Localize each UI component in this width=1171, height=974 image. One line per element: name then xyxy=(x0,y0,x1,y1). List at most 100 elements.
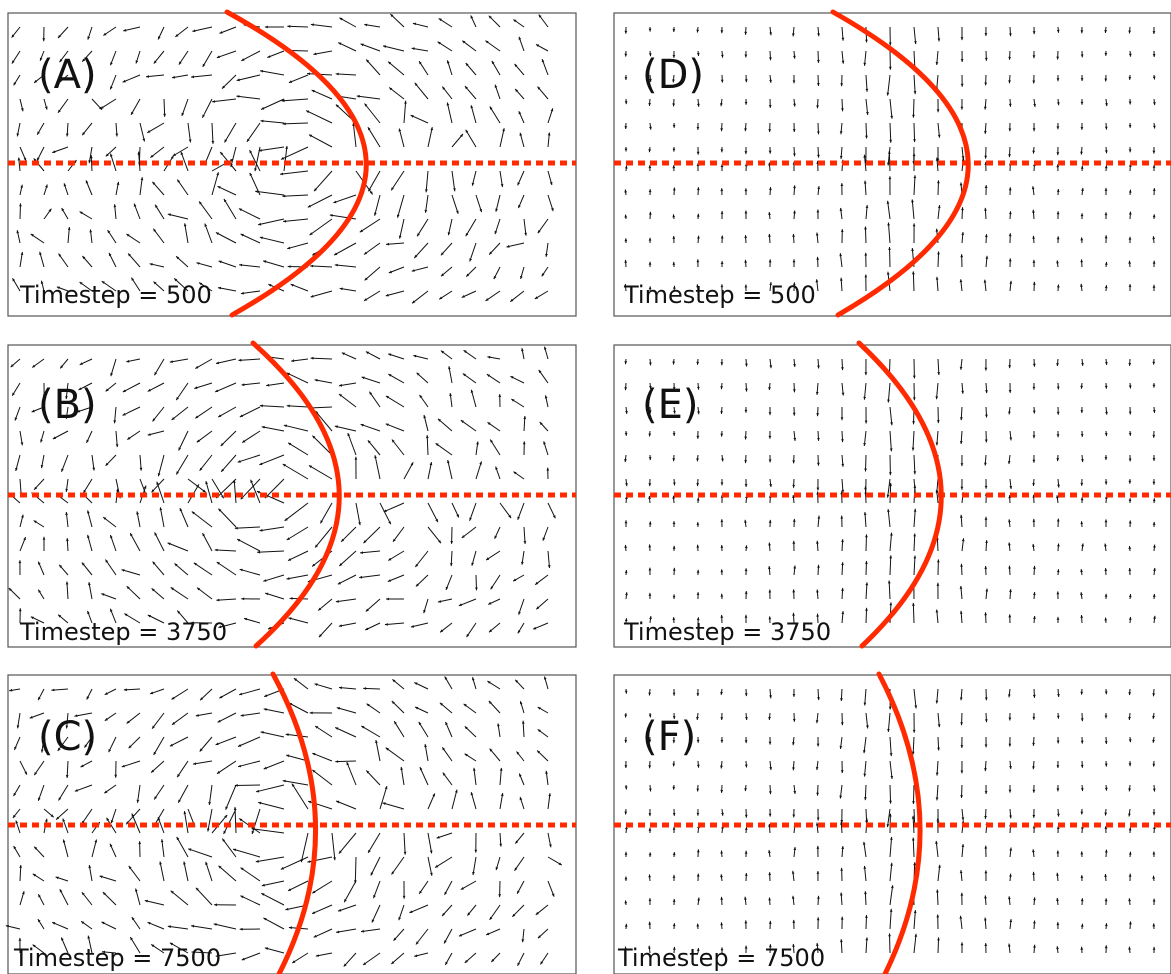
vector-arrowhead xyxy=(137,151,141,155)
vector-arrowhead xyxy=(1009,33,1012,37)
vector-arrowhead xyxy=(308,465,313,469)
vector-arrow xyxy=(427,126,433,148)
vector-arrowhead xyxy=(696,29,700,33)
vector-arrowhead xyxy=(961,817,965,821)
vector-arrowhead xyxy=(52,922,56,925)
vector-arrowhead xyxy=(334,263,338,267)
vector-arrowhead xyxy=(521,939,525,943)
vector-arrowhead xyxy=(550,108,554,112)
vector-arrowhead xyxy=(792,814,796,818)
vector-arrowhead xyxy=(116,181,120,185)
vector-arrowhead xyxy=(153,60,157,64)
vector-arrowhead xyxy=(768,566,771,570)
vector-arrowhead xyxy=(537,707,541,710)
vector-arrowhead xyxy=(314,379,318,382)
vector-arrow xyxy=(91,839,97,858)
vector-arrow xyxy=(150,760,165,773)
vector-arrowhead xyxy=(5,924,9,928)
vector-arrowhead xyxy=(1128,76,1132,80)
vector-arrowhead xyxy=(205,861,208,865)
vector-arrowhead xyxy=(261,883,265,887)
vector-arrowhead xyxy=(29,715,33,719)
vector-arrowhead xyxy=(863,865,867,869)
vector-arrowhead xyxy=(241,597,245,601)
vector-arrow xyxy=(172,146,189,157)
vector-arrowhead xyxy=(793,153,796,157)
vector-arrow xyxy=(181,98,189,117)
vector-arrowhead xyxy=(498,394,502,397)
vector-arrowhead xyxy=(1128,788,1131,792)
vector-arrow xyxy=(288,702,309,714)
vector-arrowhead xyxy=(935,489,939,493)
vector-arrowhead xyxy=(1056,591,1060,595)
vector-arrowhead xyxy=(239,692,243,696)
vector-arrow xyxy=(913,555,916,576)
vector-arrowhead xyxy=(840,820,844,823)
vector-arrowhead xyxy=(488,15,492,19)
vector-arrow xyxy=(403,462,414,480)
vector-arrowhead xyxy=(720,103,723,107)
vector-arrowhead xyxy=(840,698,843,701)
vector-arrowhead xyxy=(1080,497,1084,501)
vector-arrowhead xyxy=(696,948,700,951)
vector-arrowhead xyxy=(506,245,510,248)
vector-arrowhead xyxy=(863,396,867,400)
vector-arrowhead xyxy=(1128,898,1131,902)
vector-arrowhead xyxy=(937,205,941,209)
vector-arrowhead xyxy=(961,232,965,235)
vector-arrow xyxy=(250,479,261,504)
vector-arrowhead xyxy=(515,88,519,92)
vector-arrow xyxy=(286,526,309,541)
vector-arrowhead xyxy=(1104,874,1107,877)
vector-arrowhead xyxy=(1009,280,1013,284)
vector-arrowhead xyxy=(65,725,69,729)
vector-arrowhead xyxy=(55,83,59,87)
vector-arrow xyxy=(311,89,333,100)
vector-arrowhead xyxy=(648,189,652,193)
vector-arrowhead xyxy=(935,840,938,844)
vector-arrowhead xyxy=(1153,615,1156,619)
vector-arrowhead xyxy=(517,516,520,520)
vector-arrowhead xyxy=(768,459,772,463)
vector-arrowhead xyxy=(519,773,522,777)
vector-arrowhead xyxy=(487,422,491,426)
vector-arrowhead xyxy=(890,862,893,866)
vector-arrow xyxy=(912,815,915,834)
vector-arrowhead xyxy=(865,88,869,92)
vector-arrowhead xyxy=(489,251,493,255)
vector-arrowhead xyxy=(720,128,724,132)
vector-arrowhead xyxy=(1104,826,1108,829)
panel-c-front-curve xyxy=(270,671,319,974)
vector-arrow xyxy=(517,502,525,520)
vector-arrowhead xyxy=(109,252,112,257)
vector-arrowhead xyxy=(865,561,868,564)
vector-arrowhead xyxy=(260,119,264,123)
vector-arrowhead xyxy=(144,899,148,903)
vector-arrowhead xyxy=(936,914,940,918)
vector-arrowhead xyxy=(267,55,271,58)
vector-arrowhead xyxy=(984,791,988,794)
vector-arrowhead xyxy=(889,139,892,143)
vector-arrow xyxy=(61,454,69,472)
vector-arrowhead xyxy=(396,214,400,218)
vector-arrowhead xyxy=(543,676,547,680)
vector-arrow xyxy=(310,357,333,360)
vector-arrowhead xyxy=(1032,459,1036,463)
vector-arrow xyxy=(152,561,165,576)
vector-arrowhead xyxy=(388,374,392,377)
vector-arrow xyxy=(261,892,285,906)
vector-arrowhead xyxy=(364,251,368,255)
vector-arrow xyxy=(364,103,381,124)
vector-arrowhead xyxy=(697,103,700,107)
vector-arrowhead xyxy=(309,711,313,715)
vector-arrowhead xyxy=(329,214,333,217)
vector-arrowhead xyxy=(624,165,628,169)
vector-arrowhead xyxy=(1152,458,1156,461)
vector-arrow xyxy=(375,739,381,762)
vector-arrowhead xyxy=(447,232,451,236)
vector-arrowhead xyxy=(258,801,262,805)
vector-arrow xyxy=(333,194,357,204)
vector-arrowhead xyxy=(314,683,318,686)
vector-arrowhead xyxy=(672,261,676,265)
vector-arrowhead xyxy=(282,194,286,198)
